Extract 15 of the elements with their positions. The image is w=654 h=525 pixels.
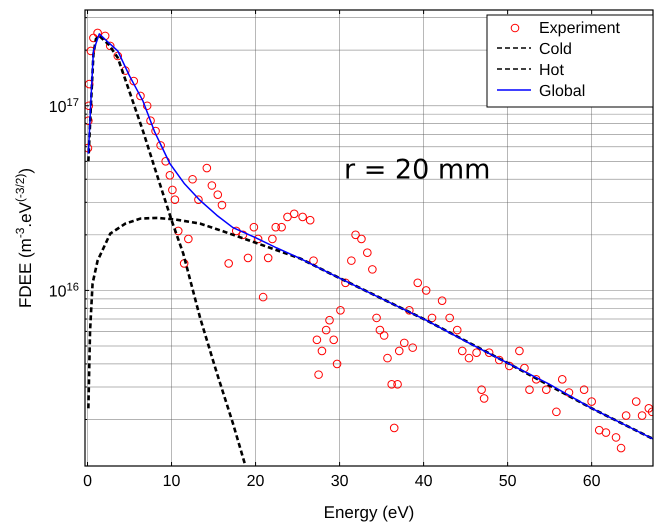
- legend-label: Hot: [539, 62, 564, 79]
- legend-label: Experiment: [539, 20, 620, 37]
- x-axis-title: Energy (eV): [324, 503, 414, 522]
- legend-label: Global: [539, 83, 586, 100]
- legend-label: Cold: [539, 41, 572, 58]
- x-tick-label: 60: [582, 473, 601, 490]
- y-tick-label: 10$^{16}$: [48, 281, 79, 300]
- x-tick-label: 50: [498, 473, 517, 490]
- x-tick-label: 20: [246, 473, 265, 490]
- annotation: r = 20 mm: [344, 154, 490, 186]
- x-tick-label: 30: [330, 473, 349, 490]
- x-tick-label: 0: [83, 473, 92, 490]
- x-tick-label: 40: [414, 473, 433, 490]
- y-tick-label: 10$^{17}$: [48, 96, 79, 116]
- x-tick-label: 10: [162, 473, 181, 490]
